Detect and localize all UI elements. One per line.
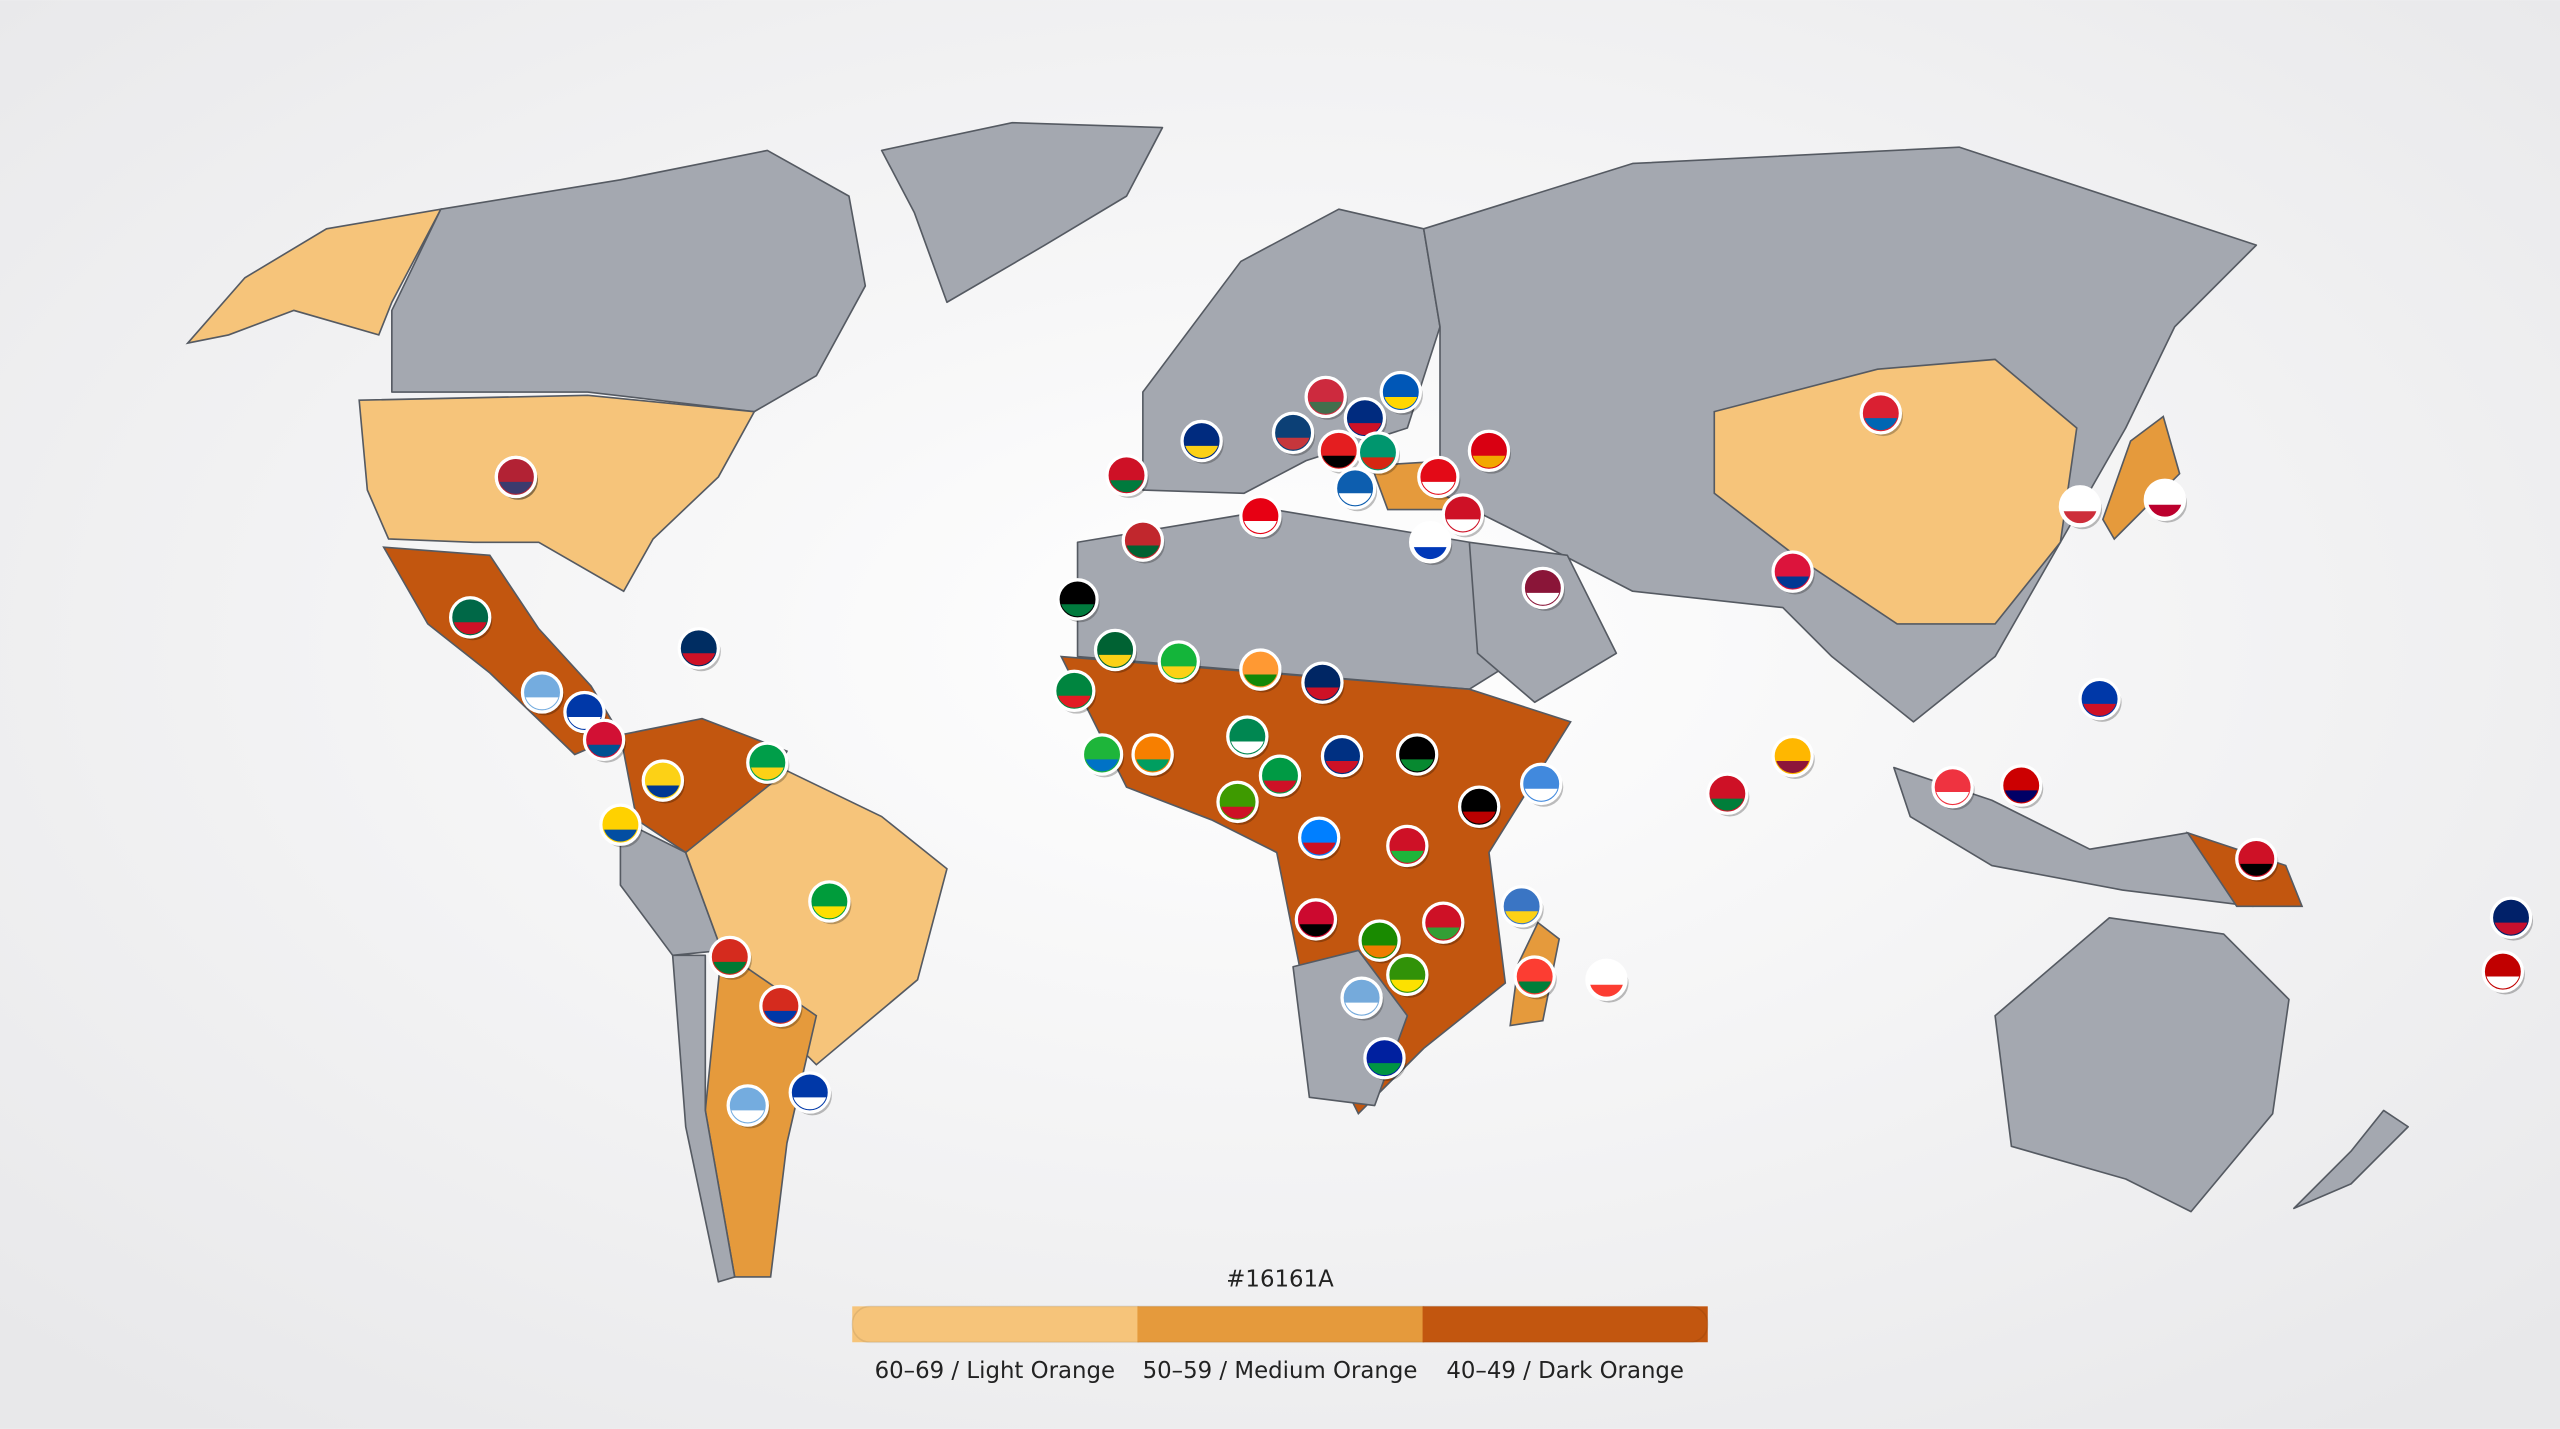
flag-stripe bbox=[1221, 806, 1254, 819]
flag-stripe bbox=[2494, 922, 2528, 935]
flag-stripe bbox=[764, 1010, 797, 1023]
flag-stripe bbox=[1864, 418, 1898, 431]
flag-stripe bbox=[813, 906, 846, 919]
land bbox=[185, 121, 2409, 1283]
flag-stripe bbox=[2004, 790, 2038, 803]
flag-stripe bbox=[1309, 401, 1343, 414]
peru bbox=[619, 818, 723, 957]
flag-stripe bbox=[1426, 927, 1460, 940]
flag-stripe bbox=[1322, 455, 1356, 468]
usa bbox=[358, 394, 756, 593]
flag-stripe bbox=[1524, 788, 1558, 801]
flag-stripe bbox=[1126, 545, 1160, 558]
flag-stripe bbox=[713, 961, 747, 974]
flag-stripe bbox=[682, 653, 716, 666]
flag-stripe bbox=[1472, 455, 1506, 468]
flag-stripe bbox=[1162, 666, 1196, 679]
flag-stripe bbox=[1711, 798, 1744, 811]
flag-stripe bbox=[1368, 1063, 1401, 1075]
flag-stripe bbox=[2063, 511, 2097, 524]
flag-stripe bbox=[1361, 457, 1395, 470]
flag-stripe bbox=[1231, 741, 1264, 754]
flag-stripe bbox=[1462, 811, 1496, 824]
flag-stripe bbox=[2486, 976, 2520, 989]
australia bbox=[1994, 916, 2290, 1213]
flag-stripe bbox=[1185, 445, 1218, 458]
flag-stripe bbox=[646, 785, 680, 798]
flag-stripe bbox=[1085, 759, 1119, 772]
flag-stripe bbox=[1526, 592, 1560, 605]
legend-frame bbox=[851, 1305, 1709, 1344]
new-zealand bbox=[2293, 1109, 2409, 1210]
flag-stripe bbox=[1590, 984, 1623, 997]
flag-stripe bbox=[751, 767, 784, 780]
greenland bbox=[880, 121, 1164, 304]
flag-stripe bbox=[1276, 437, 1310, 450]
flag-stripe bbox=[1363, 945, 1396, 958]
flag-stripe bbox=[1345, 1002, 1378, 1015]
flag-stripe bbox=[1306, 687, 1339, 700]
flag-stripe bbox=[1776, 761, 1809, 773]
flag-stripe bbox=[1422, 481, 1455, 494]
chile bbox=[671, 954, 736, 1283]
flag-stripe bbox=[1384, 396, 1418, 409]
flag-stripe bbox=[1325, 761, 1359, 773]
legend-swatch bbox=[1422, 1306, 1708, 1343]
flag-stripe bbox=[525, 697, 559, 710]
flag-stripe bbox=[1413, 547, 1447, 560]
arabia bbox=[1468, 541, 1618, 704]
canada bbox=[391, 149, 867, 413]
flag-stripe bbox=[1061, 604, 1094, 617]
flag-stripe bbox=[1391, 979, 1424, 992]
flag-stripe bbox=[453, 622, 487, 635]
legend-label: 50–59 / Medium Orange bbox=[1143, 1358, 1418, 1384]
flag-stripe bbox=[1110, 480, 1143, 493]
flag-stripe bbox=[1299, 924, 1333, 937]
flag-stripe bbox=[1302, 842, 1336, 855]
flag-stripe bbox=[604, 829, 637, 842]
flag-stripe bbox=[731, 1110, 765, 1123]
flag-stripe bbox=[1263, 780, 1297, 793]
flag-stripe bbox=[587, 744, 621, 757]
flag-stripe bbox=[1936, 792, 1969, 804]
flag-stripe bbox=[499, 481, 533, 494]
flag-stripe bbox=[1505, 911, 1538, 924]
flag-stripe bbox=[1400, 759, 1434, 772]
flag-stripe bbox=[1446, 519, 1480, 532]
flag-stripe bbox=[1098, 654, 1132, 667]
flags bbox=[448, 370, 2534, 1129]
legend: #16161A 60–69 / Light Orange 50–59 / Medi… bbox=[851, 1267, 1709, 1384]
legend-label: 60–69 / Light Orange bbox=[875, 1358, 1115, 1384]
flag-stripe bbox=[2083, 703, 2116, 716]
flag-stripe bbox=[1057, 695, 1091, 708]
flag-stripe bbox=[2148, 504, 2182, 517]
legend-swatch bbox=[852, 1306, 1140, 1343]
flag-stripe bbox=[2240, 863, 2273, 876]
alaska bbox=[185, 208, 443, 345]
legend-swatch bbox=[1137, 1306, 1425, 1343]
sub-saharan-africa bbox=[1059, 655, 1572, 1116]
flag-stripe bbox=[1776, 576, 1809, 589]
legend-label: 40–49 / Dark Orange bbox=[1446, 1358, 1684, 1384]
flag-stripe bbox=[1136, 759, 1169, 772]
flag-stripe bbox=[1338, 493, 1372, 506]
flag-stripe bbox=[1244, 674, 1277, 687]
flag-stripe bbox=[793, 1097, 827, 1110]
legend-title: #16161A bbox=[1226, 1267, 1334, 1293]
flag-stripe bbox=[1244, 521, 1277, 533]
flag-stripe bbox=[1391, 850, 1424, 863]
flag-stripe bbox=[1518, 981, 1552, 994]
